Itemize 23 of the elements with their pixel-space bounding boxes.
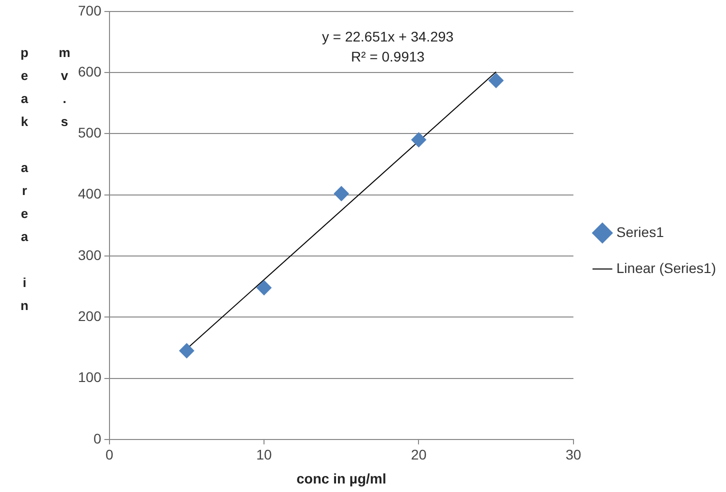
x-tick-label: 20 [410, 446, 427, 463]
y-tick-label: 600 [78, 63, 102, 80]
point [411, 132, 426, 148]
point [334, 186, 349, 202]
x-tick-label: 10 [256, 446, 272, 463]
x-axis-title: conc in µg/ml [296, 470, 386, 486]
y-tick-label: 0 [94, 430, 102, 446]
point [488, 72, 504, 88]
x-tick-label: 30 [566, 446, 582, 463]
annotation: y = 22.651x + 34.293 [322, 28, 454, 44]
point [179, 343, 194, 358]
y-tick-label: 200 [78, 308, 102, 324]
y-tick-label: 400 [78, 186, 102, 202]
point [256, 280, 272, 296]
annotation: R² = 0.9913 [351, 48, 425, 64]
y-tick-label: 700 [78, 2, 102, 18]
legend-label: Series1 [616, 224, 664, 240]
x-tick-label: 0 [105, 446, 114, 463]
y-tick-label: 100 [78, 369, 102, 386]
legend-label: Linear (Series1) [616, 260, 716, 276]
text: peak area in mv.s [17, 45, 72, 321]
y-tick-label: 500 [78, 124, 102, 141]
y-tick-label: 300 [78, 246, 102, 263]
